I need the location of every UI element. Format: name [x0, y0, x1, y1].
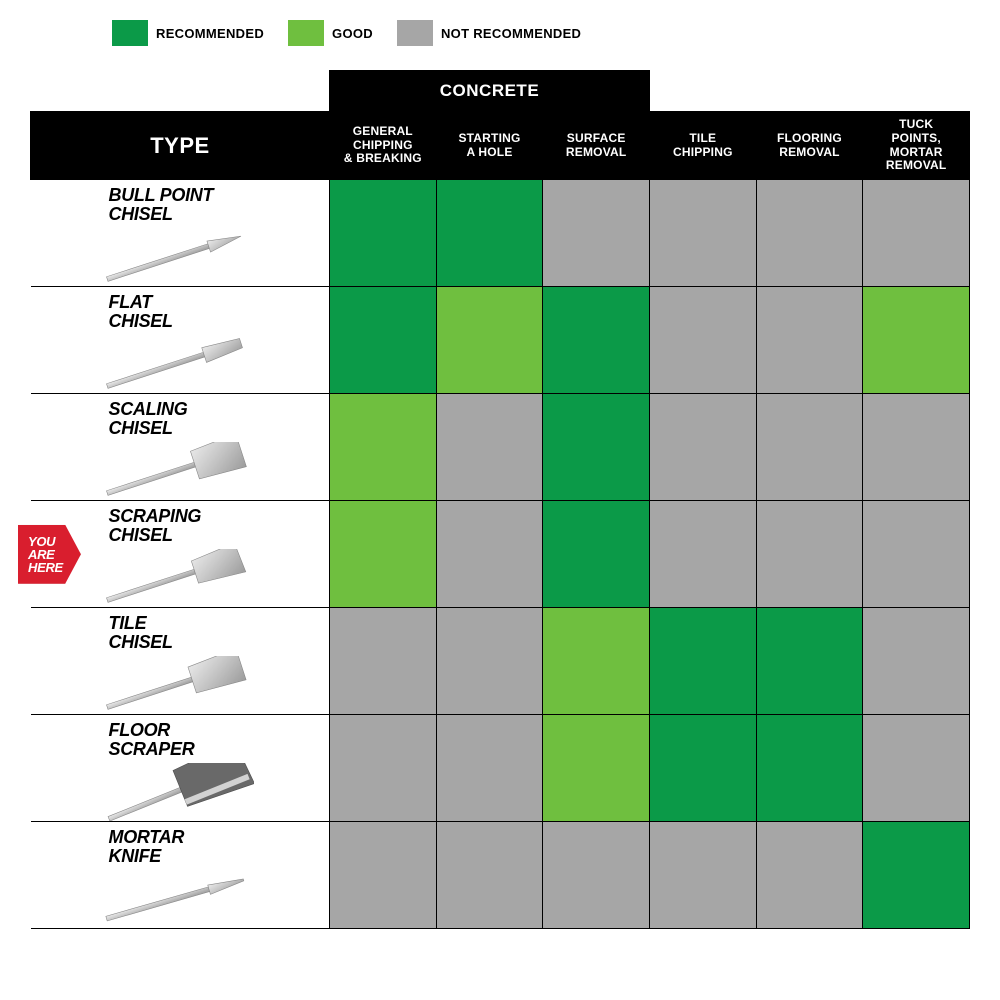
chisel-table: CONCRETETYPEGENERALCHIPPING& BREAKINGSTA…	[30, 70, 970, 929]
row-label: FLOORSCRAPER	[31, 715, 330, 822]
blank-cell	[863, 71, 970, 112]
rating-cell	[649, 287, 756, 394]
rating-cell	[756, 608, 863, 715]
bull-point-icon	[99, 228, 254, 288]
rating-cell	[863, 501, 970, 608]
column-header: STARTINGA HOLE	[436, 112, 543, 180]
row-label: FLATCHISEL	[31, 287, 330, 394]
legend: RECOMMENDED GOOD NOT RECOMMENDED	[112, 20, 970, 46]
flat-icon	[99, 335, 254, 395]
rating-cell	[863, 715, 970, 822]
tile-icon	[99, 656, 254, 716]
legend-label: RECOMMENDED	[156, 26, 264, 41]
blank-cell	[649, 71, 756, 112]
rating-cell	[649, 715, 756, 822]
table-row: FLOORSCRAPER	[31, 715, 970, 822]
rating-cell	[329, 822, 436, 929]
blank-cell	[756, 71, 863, 112]
rating-cell	[756, 822, 863, 929]
column-header: FLOORINGREMOVAL	[756, 112, 863, 180]
floor-scraper-icon	[99, 763, 254, 823]
rating-cell	[329, 715, 436, 822]
rating-cell	[436, 608, 543, 715]
rating-cell	[543, 394, 650, 501]
table-row: SCRAPINGCHISEL	[31, 501, 970, 608]
rating-cell	[329, 287, 436, 394]
rating-cell	[543, 822, 650, 929]
rating-cell	[436, 822, 543, 929]
table-row: FLATCHISEL	[31, 287, 970, 394]
column-header: TILECHIPPING	[649, 112, 756, 180]
table-row: BULL POINTCHISEL	[31, 180, 970, 287]
rating-cell	[649, 501, 756, 608]
table-row: MORTARKNIFE	[31, 822, 970, 929]
row-label: MORTARKNIFE	[31, 822, 330, 929]
rating-cell	[329, 180, 436, 287]
column-header: TUCKPOINTS,MORTARREMOVAL	[863, 112, 970, 180]
group-header-concrete: CONCRETE	[329, 71, 649, 112]
rating-cell	[436, 180, 543, 287]
rating-cell	[756, 501, 863, 608]
table-row: TILECHISEL	[31, 608, 970, 715]
rating-cell	[329, 394, 436, 501]
rating-cell	[863, 608, 970, 715]
column-header: SURFACEREMOVAL	[543, 112, 650, 180]
rating-cell	[436, 501, 543, 608]
rating-cell	[756, 287, 863, 394]
legend-swatch	[288, 20, 324, 46]
row-label: TILECHISEL	[31, 608, 330, 715]
rating-cell	[756, 394, 863, 501]
rating-cell	[756, 715, 863, 822]
rating-cell	[649, 822, 756, 929]
legend-swatch	[397, 20, 433, 46]
legend-label: NOT RECOMMENDED	[441, 26, 581, 41]
rating-cell	[436, 287, 543, 394]
rating-cell	[649, 394, 756, 501]
scraping-icon	[99, 549, 254, 609]
row-label: SCALINGCHISEL	[31, 394, 330, 501]
type-header: TYPE	[31, 112, 330, 180]
rating-cell	[436, 715, 543, 822]
rating-cell	[649, 608, 756, 715]
rating-cell	[649, 180, 756, 287]
legend-swatch	[112, 20, 148, 46]
mortar-knife-icon	[99, 870, 254, 930]
row-label: BULL POINTCHISEL	[31, 180, 330, 287]
rating-cell	[543, 608, 650, 715]
blank-cell	[31, 71, 330, 112]
rating-cell	[863, 287, 970, 394]
rating-cell	[863, 394, 970, 501]
rating-cell	[863, 822, 970, 929]
rating-cell	[543, 180, 650, 287]
rating-cell	[543, 287, 650, 394]
rating-cell	[329, 608, 436, 715]
rating-cell	[436, 394, 543, 501]
scaling-icon	[99, 442, 254, 502]
rating-cell	[863, 180, 970, 287]
comparison-chart: CONCRETETYPEGENERALCHIPPING& BREAKINGSTA…	[30, 70, 970, 929]
rating-cell	[329, 501, 436, 608]
rating-cell	[756, 180, 863, 287]
rating-cell	[543, 501, 650, 608]
rating-cell	[543, 715, 650, 822]
legend-label: GOOD	[332, 26, 373, 41]
table-row: SCALINGCHISEL	[31, 394, 970, 501]
column-header: GENERALCHIPPING& BREAKING	[329, 112, 436, 180]
